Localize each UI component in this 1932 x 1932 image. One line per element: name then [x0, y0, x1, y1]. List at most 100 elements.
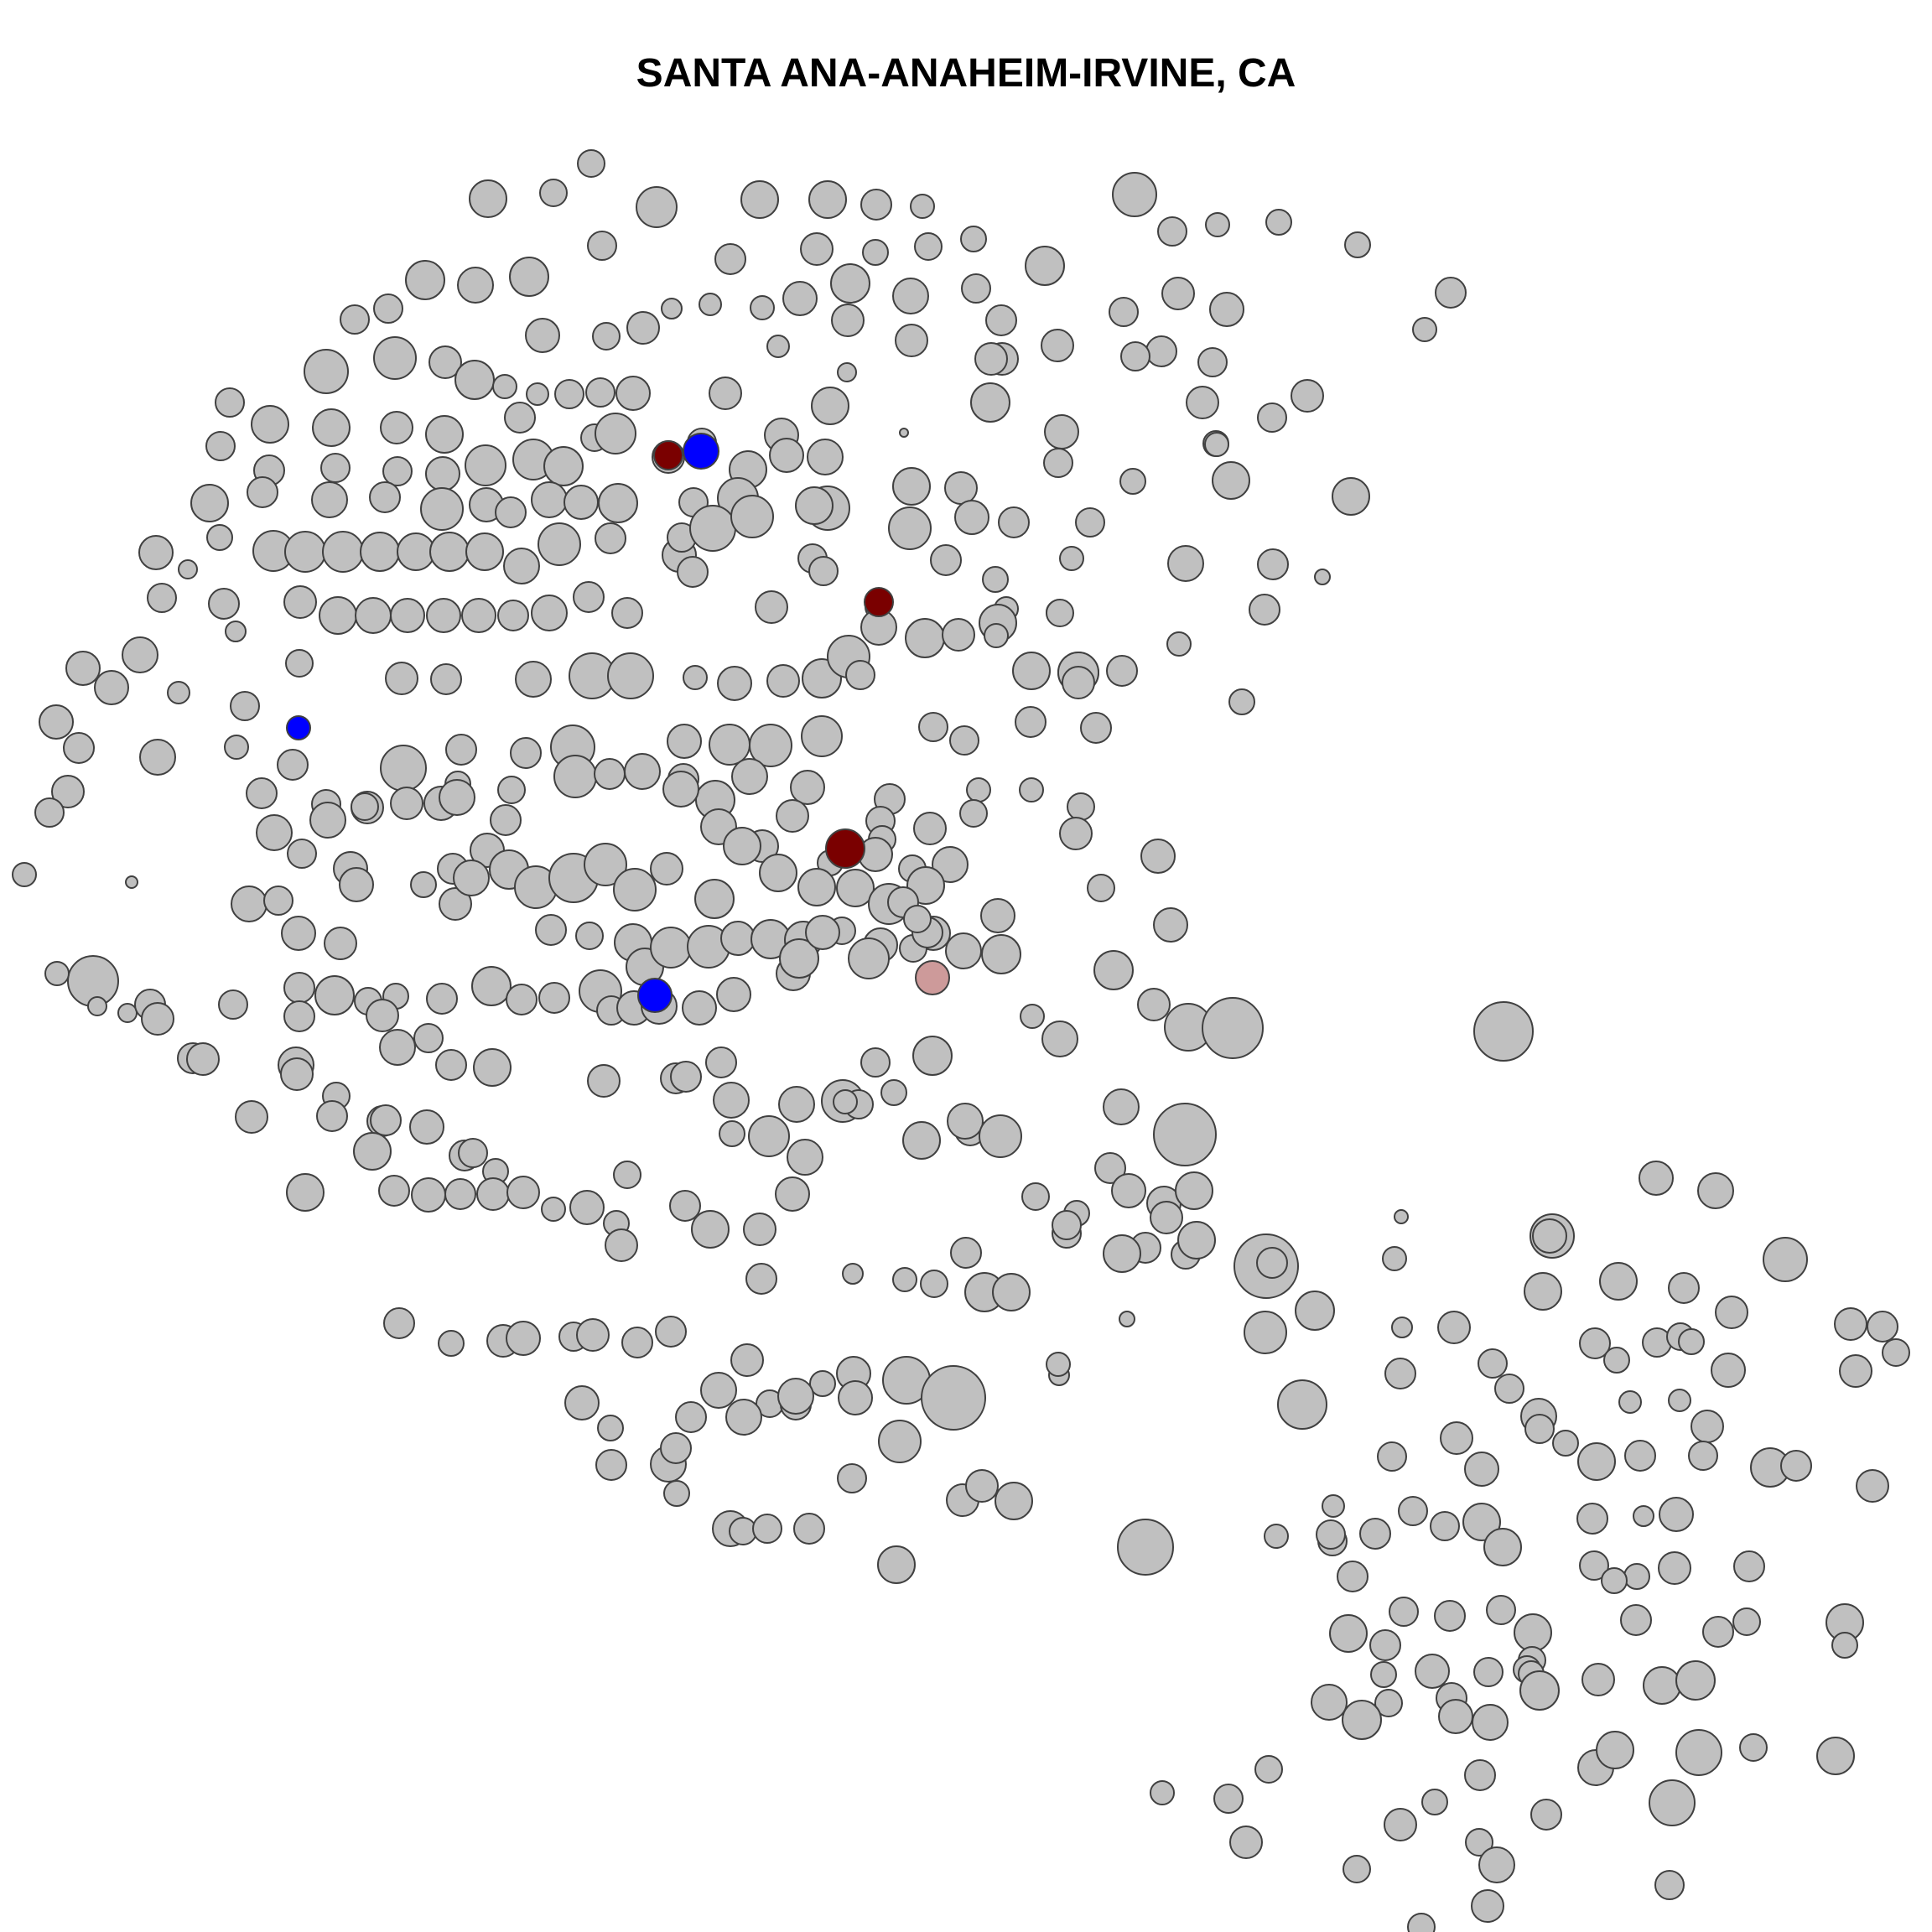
map-marker: [1438, 1699, 1473, 1734]
map-marker: [985, 304, 1017, 336]
map-marker: [944, 471, 978, 505]
map-marker: [510, 737, 542, 769]
map-marker: [848, 937, 890, 979]
map-marker: [1369, 1629, 1401, 1661]
map-marker: [285, 649, 314, 678]
map-marker: [766, 335, 790, 358]
map-marker: [577, 149, 605, 178]
map-marker: [1257, 402, 1287, 433]
map-marker: [1398, 1496, 1428, 1526]
map-marker: [426, 598, 461, 633]
map-marker: [1111, 1173, 1146, 1208]
map-marker: [1150, 1201, 1183, 1234]
map-marker: [208, 588, 240, 620]
map-marker: [960, 226, 987, 252]
map-marker: [1624, 1440, 1656, 1472]
map-marker: [807, 439, 844, 475]
map-marker: [1059, 817, 1093, 850]
map-marker: [689, 505, 736, 552]
map-marker: [1407, 1913, 1436, 1932]
map-marker: [231, 886, 267, 922]
map-marker: [316, 1100, 348, 1132]
map-marker: [691, 1210, 730, 1249]
map-marker: [247, 476, 278, 508]
map-marker: [575, 922, 604, 950]
map-marker: [1166, 631, 1192, 657]
map-marker: [1834, 1307, 1867, 1341]
map-marker: [385, 662, 418, 695]
map-marker: [1711, 1353, 1746, 1388]
map-marker: [705, 1046, 737, 1078]
map-marker: [1697, 1172, 1734, 1209]
map-marker: [677, 556, 709, 588]
map-marker: [1494, 1374, 1524, 1404]
map-marker: [1295, 1291, 1335, 1331]
map-marker: [430, 663, 462, 695]
map-marker: [1229, 1826, 1263, 1859]
map-marker: [1659, 1497, 1694, 1532]
map-marker: [833, 1089, 858, 1114]
map-marker: [1103, 1088, 1140, 1125]
map-marker: [613, 868, 657, 911]
map-marker: [1882, 1338, 1910, 1367]
map-marker: [1311, 1684, 1348, 1721]
map-marker: [454, 360, 495, 400]
map-marker: [1856, 1469, 1889, 1503]
map-marker: [1277, 1379, 1327, 1430]
map-marker: [1816, 1737, 1855, 1775]
map-marker: [769, 438, 804, 473]
map-marker: [246, 777, 278, 809]
map-marker: [1739, 1733, 1768, 1762]
map-marker: [531, 595, 568, 631]
map-marker: [538, 522, 581, 566]
map-marker: [351, 792, 379, 821]
map-marker: [405, 260, 445, 300]
map-marker: [1087, 874, 1115, 902]
map-marker: [509, 257, 549, 297]
map-marker: [748, 1115, 790, 1157]
map-marker: [970, 382, 1010, 423]
map-marker: [959, 799, 988, 828]
map-marker: [1678, 1328, 1705, 1355]
map-marker: [585, 377, 615, 408]
map-marker: [1337, 1561, 1368, 1592]
map-marker: [1867, 1311, 1898, 1343]
map-marker: [729, 1517, 757, 1545]
map-marker: [314, 975, 355, 1015]
map-marker: [444, 1178, 476, 1210]
map-marker: [495, 496, 527, 528]
map-marker: [713, 1082, 750, 1119]
map-marker: [1579, 1327, 1611, 1359]
map-marker: [526, 382, 549, 406]
map-marker: [842, 1263, 864, 1285]
map-marker: [1839, 1354, 1872, 1388]
map-marker: [230, 691, 260, 721]
map-marker: [1052, 1210, 1082, 1240]
map-marker: [1059, 546, 1084, 571]
map-marker: [569, 1190, 605, 1225]
map-marker: [471, 966, 512, 1006]
map-marker-dark-red: [653, 440, 683, 470]
map-marker: [205, 431, 236, 461]
map-marker: [531, 481, 568, 518]
map-marker: [564, 1385, 600, 1420]
map-marker: [1212, 461, 1250, 500]
map-marker: [497, 600, 529, 631]
map-marker: [836, 869, 875, 907]
map-marker: [311, 481, 348, 518]
map-marker: [280, 1057, 314, 1091]
map-marker: [1596, 1731, 1634, 1769]
map-marker: [34, 797, 65, 828]
map-marker: [1103, 1234, 1141, 1273]
map-marker: [283, 972, 315, 1004]
map-marker: [541, 1197, 566, 1222]
map-marker: [1391, 1317, 1413, 1338]
map-marker: [1464, 1452, 1499, 1487]
map-marker: [379, 1029, 416, 1066]
map-marker: [322, 531, 364, 573]
map-marker: [888, 506, 932, 550]
map-marker: [453, 860, 490, 896]
map-marker: [1019, 777, 1044, 802]
map-marker: [380, 745, 427, 792]
map-marker: [731, 758, 768, 795]
